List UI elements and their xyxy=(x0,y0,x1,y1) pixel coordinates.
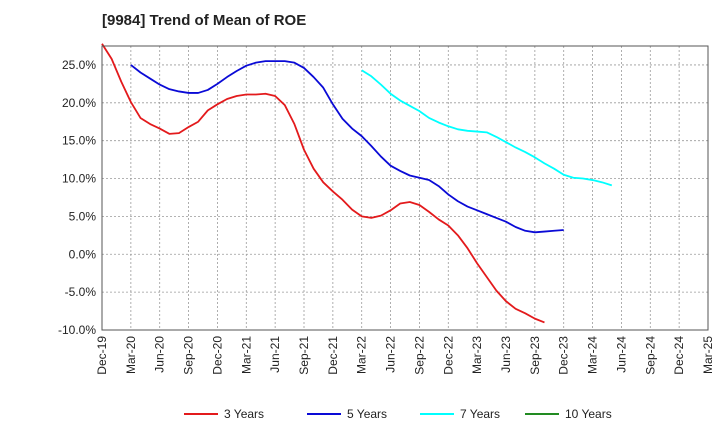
x-tick-label: Dec-19 xyxy=(95,336,109,375)
legend-label: 5 Years xyxy=(347,407,387,421)
legend-label: 10 Years xyxy=(565,407,612,421)
x-tick-label: Mar-23 xyxy=(470,336,484,374)
y-axis: -10.0% -5.0% 0.0% 5.0% 10.0% 15.0% 20.0% 25.0% xyxy=(58,58,96,337)
x-tick-label: Mar-21 xyxy=(239,336,253,374)
x-tick-label: Jun-24 xyxy=(614,336,628,373)
y-tick-label: -5.0% xyxy=(65,285,97,299)
grid xyxy=(101,46,709,331)
y-tick-label: 10.0% xyxy=(62,172,96,186)
x-tick-label: Sep-21 xyxy=(297,336,311,375)
x-tick-label: Dec-20 xyxy=(210,336,224,375)
y-tick-label: -10.0% xyxy=(58,323,96,337)
x-axis: Dec-19 Mar-20 Jun-20 Sep-20 Dec-20 Mar-21 Jun-… xyxy=(95,336,715,375)
x-tick-label: Dec-24 xyxy=(672,336,686,375)
y-tick-label: 5.0% xyxy=(69,209,97,223)
x-tick-label: Jun-22 xyxy=(384,336,398,373)
y-tick-label: 0.0% xyxy=(69,247,97,261)
y-tick-label: 20.0% xyxy=(62,96,96,110)
series-line-3-years xyxy=(101,43,545,324)
x-tick-label: Sep-23 xyxy=(528,336,542,375)
plot-area xyxy=(102,46,708,330)
x-tick-label: Mar-20 xyxy=(124,336,138,374)
x-tick-label: Jun-20 xyxy=(153,336,167,373)
series-line-7-years xyxy=(361,69,613,187)
y-tick-label: 25.0% xyxy=(62,58,96,72)
series-lines xyxy=(101,43,613,324)
x-tick-label: Mar-24 xyxy=(586,336,600,374)
series-line-5-years xyxy=(130,60,564,234)
x-tick-label: Sep-22 xyxy=(412,336,426,375)
legend-label: 7 Years xyxy=(460,407,500,421)
y-tick-label: 15.0% xyxy=(62,134,96,148)
plot-frame xyxy=(101,45,709,331)
legend-label: 3 Years xyxy=(224,407,264,421)
x-tick-label: Sep-20 xyxy=(182,336,196,375)
x-tick-label: Mar-25 xyxy=(701,336,715,374)
chart-title: [9984] Trend of Mean of ROE xyxy=(102,12,307,29)
x-tick-label: Mar-22 xyxy=(355,336,369,374)
x-tick-label: Sep-24 xyxy=(643,336,657,375)
x-tick-label: Jun-23 xyxy=(499,336,513,373)
x-tick-label: Dec-23 xyxy=(557,336,571,375)
x-tick-label: Dec-22 xyxy=(441,336,455,375)
legend: 3 Years 5 Years 7 Years 10 Years xyxy=(184,407,612,421)
x-tick-label: Jun-21 xyxy=(268,336,282,373)
x-tick-label: Dec-21 xyxy=(326,336,340,375)
